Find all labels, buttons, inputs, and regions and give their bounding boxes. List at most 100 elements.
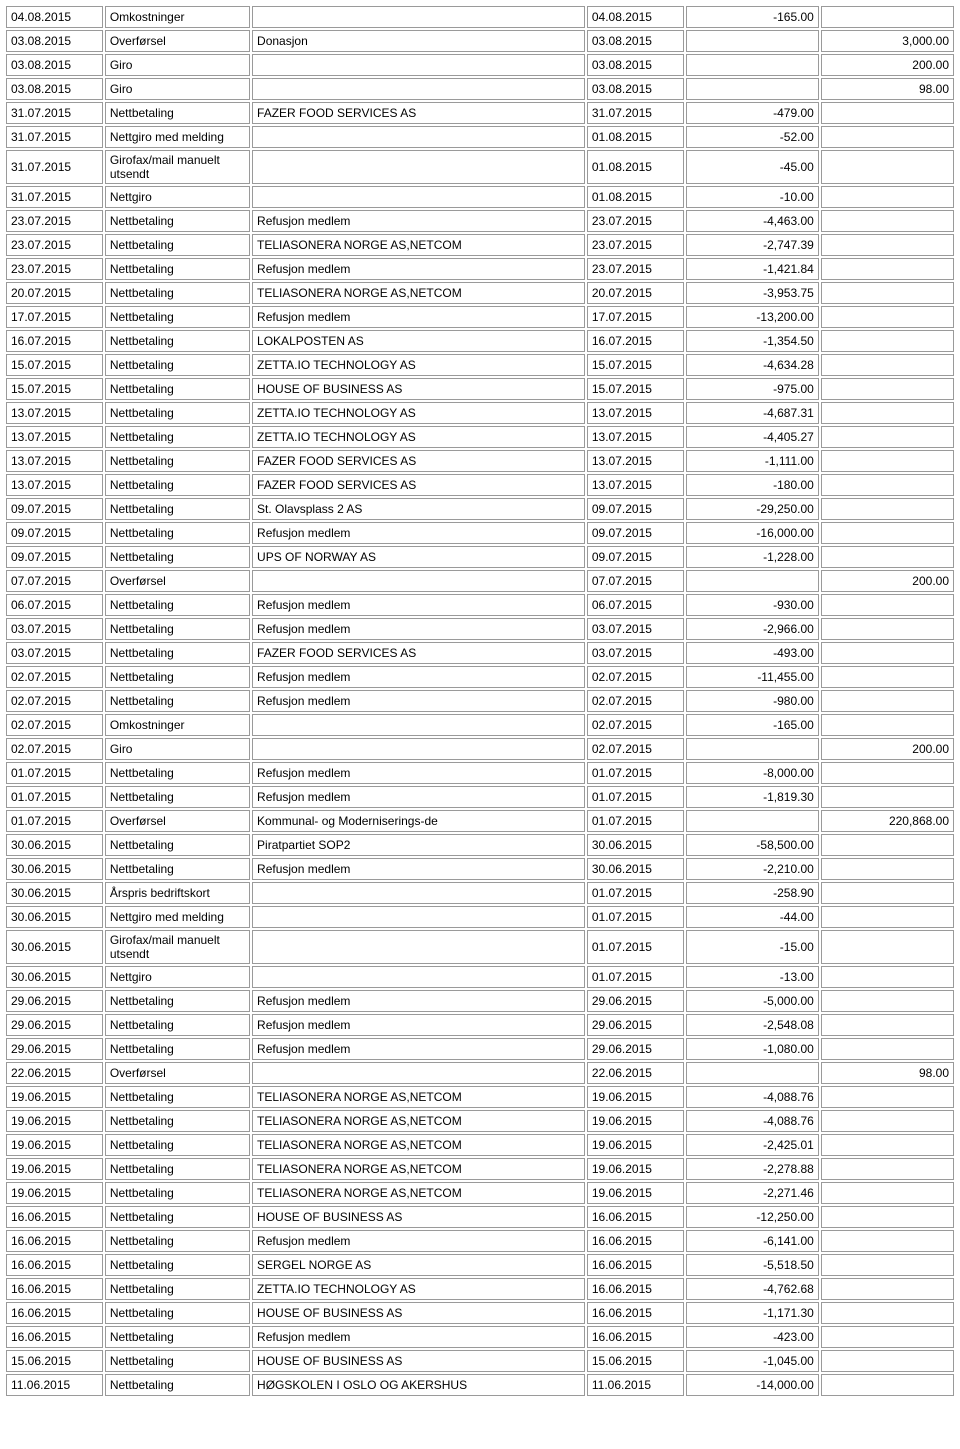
cell-date1: 29.06.2015 (6, 1014, 103, 1036)
cell-description: Refusjon medlem (252, 258, 585, 280)
cell-type: Overførsel (105, 30, 250, 52)
table-row: 02.07.2015NettbetalingRefusjon medlem02.… (6, 666, 954, 688)
cell-debit (686, 1062, 819, 1084)
cell-credit (821, 186, 954, 208)
cell-debit: -14,000.00 (686, 1374, 819, 1396)
cell-date2: 03.07.2015 (587, 618, 684, 640)
cell-debit: -5,000.00 (686, 990, 819, 1012)
cell-credit (821, 690, 954, 712)
cell-description (252, 1062, 585, 1084)
cell-debit: -165.00 (686, 6, 819, 28)
cell-description: Refusjon medlem (252, 762, 585, 784)
cell-debit: -2,747.39 (686, 234, 819, 256)
cell-date2: 30.06.2015 (587, 834, 684, 856)
cell-credit (821, 834, 954, 856)
cell-date2: 16.06.2015 (587, 1302, 684, 1324)
cell-credit (821, 498, 954, 520)
cell-date2: 02.07.2015 (587, 690, 684, 712)
cell-date1: 30.06.2015 (6, 930, 103, 964)
cell-description: UPS OF NORWAY AS (252, 546, 585, 568)
cell-date1: 01.07.2015 (6, 786, 103, 808)
cell-debit (686, 738, 819, 760)
cell-type: Nettbetaling (105, 522, 250, 544)
cell-date1: 23.07.2015 (6, 258, 103, 280)
cell-date1: 23.07.2015 (6, 234, 103, 256)
cell-description: Refusjon medlem (252, 690, 585, 712)
cell-date2: 01.07.2015 (587, 882, 684, 904)
cell-date2: 16.06.2015 (587, 1326, 684, 1348)
cell-date2: 19.06.2015 (587, 1110, 684, 1132)
table-row: 16.06.2015NettbetalingHOUSE OF BUSINESS … (6, 1206, 954, 1228)
cell-description: FAZER FOOD SERVICES AS (252, 474, 585, 496)
cell-date1: 31.07.2015 (6, 150, 103, 184)
table-row: 03.07.2015NettbetalingRefusjon medlem03.… (6, 618, 954, 640)
cell-description (252, 570, 585, 592)
cell-date2: 23.07.2015 (587, 234, 684, 256)
table-row: 30.06.2015Girofax/mail manuelt utsendt01… (6, 930, 954, 964)
cell-credit (821, 1350, 954, 1372)
cell-description: Refusjon medlem (252, 1038, 585, 1060)
cell-description: Refusjon medlem (252, 210, 585, 232)
cell-date1: 01.07.2015 (6, 810, 103, 832)
table-row: 19.06.2015NettbetalingTELIASONERA NORGE … (6, 1110, 954, 1132)
table-row: 16.06.2015NettbetalingZETTA.IO TECHNOLOG… (6, 1278, 954, 1300)
table-row: 03.08.2015Giro03.08.201598.00 (6, 78, 954, 100)
cell-type: Nettbetaling (105, 594, 250, 616)
cell-date1: 03.08.2015 (6, 30, 103, 52)
table-row: 30.06.2015Nettgiro med melding01.07.2015… (6, 906, 954, 928)
cell-debit: -4,762.68 (686, 1278, 819, 1300)
cell-date1: 13.07.2015 (6, 402, 103, 424)
cell-date1: 11.06.2015 (6, 1374, 103, 1396)
cell-type: Nettbetaling (105, 1134, 250, 1156)
cell-debit: -4,687.31 (686, 402, 819, 424)
cell-credit (821, 930, 954, 964)
cell-date2: 19.06.2015 (587, 1134, 684, 1156)
table-row: 19.06.2015NettbetalingTELIASONERA NORGE … (6, 1182, 954, 1204)
cell-description (252, 150, 585, 184)
cell-description: ZETTA.IO TECHNOLOGY AS (252, 426, 585, 448)
table-row: 31.07.2015Nettgiro med melding01.08.2015… (6, 126, 954, 148)
cell-date1: 15.07.2015 (6, 378, 103, 400)
table-row: 06.07.2015NettbetalingRefusjon medlem06.… (6, 594, 954, 616)
cell-date1: 19.06.2015 (6, 1182, 103, 1204)
table-row: 15.06.2015NettbetalingHOUSE OF BUSINESS … (6, 1350, 954, 1372)
table-row: 30.06.2015NettbetalingRefusjon medlem30.… (6, 858, 954, 880)
cell-date1: 16.06.2015 (6, 1302, 103, 1324)
cell-description: Refusjon medlem (252, 1230, 585, 1252)
cell-date2: 19.06.2015 (587, 1086, 684, 1108)
table-row: 02.07.2015NettbetalingRefusjon medlem02.… (6, 690, 954, 712)
cell-date1: 06.07.2015 (6, 594, 103, 616)
cell-description (252, 882, 585, 904)
cell-date1: 19.06.2015 (6, 1086, 103, 1108)
cell-date1: 30.06.2015 (6, 858, 103, 880)
cell-date2: 01.07.2015 (587, 786, 684, 808)
cell-description: TELIASONERA NORGE AS,NETCOM (252, 234, 585, 256)
cell-type: Nettbetaling (105, 354, 250, 376)
cell-date1: 15.07.2015 (6, 354, 103, 376)
cell-type: Girofax/mail manuelt utsendt (105, 150, 250, 184)
cell-credit (821, 642, 954, 664)
cell-description: SERGEL NORGE AS (252, 1254, 585, 1276)
cell-description: ZETTA.IO TECHNOLOGY AS (252, 402, 585, 424)
table-row: 13.07.2015NettbetalingZETTA.IO TECHNOLOG… (6, 426, 954, 448)
cell-description: Refusjon medlem (252, 1014, 585, 1036)
cell-credit: 200.00 (821, 570, 954, 592)
cell-date1: 09.07.2015 (6, 546, 103, 568)
cell-credit (821, 882, 954, 904)
cell-debit: -6,141.00 (686, 1230, 819, 1252)
table-row: 16.06.2015NettbetalingSERGEL NORGE AS16.… (6, 1254, 954, 1276)
cell-debit: -258.90 (686, 882, 819, 904)
cell-credit (821, 666, 954, 688)
table-row: 03.07.2015NettbetalingFAZER FOOD SERVICE… (6, 642, 954, 664)
cell-date1: 22.06.2015 (6, 1062, 103, 1084)
cell-date1: 02.07.2015 (6, 666, 103, 688)
cell-debit (686, 30, 819, 52)
cell-credit (821, 378, 954, 400)
cell-description: TELIASONERA NORGE AS,NETCOM (252, 1110, 585, 1132)
cell-type: Nettbetaling (105, 1326, 250, 1348)
table-row: 20.07.2015NettbetalingTELIASONERA NORGE … (6, 282, 954, 304)
cell-debit: -1,228.00 (686, 546, 819, 568)
cell-type: Overførsel (105, 1062, 250, 1084)
cell-debit: -3,953.75 (686, 282, 819, 304)
cell-type: Nettbetaling (105, 474, 250, 496)
